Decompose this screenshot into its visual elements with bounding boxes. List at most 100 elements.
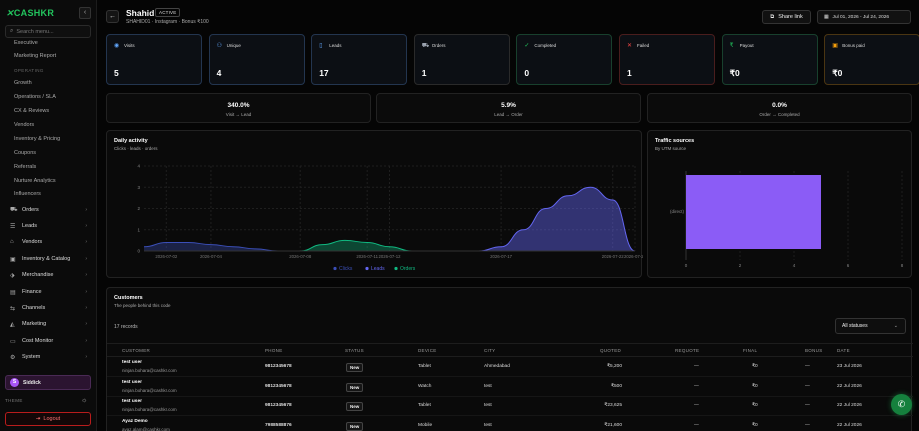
sidebar-item-operating[interactable]: Influencers [14,191,41,197]
x-tick-label: 2026-07-04 [200,254,223,259]
table-row[interactable]: Ayaz Demo ayaz.alam@cashkr.com 7988588876 N… [107,417,913,431]
y-tick-label: 4 [137,164,140,169]
sidebar-group-inventory-catalog[interactable]: ▣ Inventory & Catalog › [0,253,97,265]
stat-card-leads: ▯ Leads 17 [311,34,408,85]
customer-name: test user [122,360,142,365]
date-range-picker[interactable]: ▦ Jul 01, 2026 - Jul 24, 2026 [817,10,911,24]
chevron-right-icon: › [85,305,87,311]
collapse-sidebar-button[interactable]: ‹ [79,7,91,19]
sidebar-group-marketing[interactable]: ◭ Marketing › [0,318,97,330]
col-device[interactable]: DEVICE [418,348,437,353]
legend-item-clicks[interactable]: Clicks [333,266,353,272]
col-bonus[interactable]: BONUS [805,348,823,353]
megaphone-icon: ◭ [10,321,15,328]
back-button[interactable]: ← [106,10,119,23]
customer-device: Watch [418,383,432,389]
chevron-right-icon: › [85,207,87,213]
sidebar-item-operating[interactable]: Inventory & Pricing [14,136,61,142]
stat-label: Completed [534,43,557,48]
sidebar-group-merchandise[interactable]: ⬗ Merchandise › [0,269,97,281]
sidebar-group-leads[interactable]: ☰ Leads › [0,220,97,232]
ratio-card-lead-order: 5.9% Lead → Order [376,93,641,123]
logout-button[interactable]: ⇥ Logout [5,412,91,426]
legend-item-orders[interactable]: Orders [394,266,416,272]
col-status[interactable]: STATUS [345,348,364,353]
sidebar-item-0[interactable]: Executive [14,40,38,46]
sidebar-item-operating[interactable]: Operations / SLA [14,94,56,100]
col-city[interactable]: CITY [484,348,496,353]
customer-email: ninjan.bohara@cashkr.com [122,387,177,393]
sidebar-group-label: Cost Monitor [22,338,54,344]
sidebar-group-vendors[interactable]: ⌂ Vendors › [0,236,97,248]
stat-label: Visits [124,43,135,48]
table-row[interactable]: test user ninjan.bohara@cashkr.com 9812345… [107,397,913,416]
sun-icon[interactable]: ☼ [81,397,88,404]
x-tick-label: 6 [847,263,850,268]
quoted-amount: ₹21,600 [604,422,622,428]
legend-label: Orders [400,266,416,272]
arrow-left-icon: ← [109,13,116,20]
box-icon: ▣ [10,256,16,263]
menu-search-input[interactable] [16,28,87,35]
x-tick-label: 2026-07-17 [490,254,513,259]
x-tick-label: 2026-07-08 [289,254,312,259]
brand-logo[interactable]: ✕CASHKR [6,8,54,19]
whatsapp-chat-button[interactable]: ✆ [891,394,912,415]
users-icon: ⚇ [216,43,222,49]
sidebar-group-label: Leads [22,223,37,229]
sidebar-item-operating[interactable]: CX & Reviews [14,108,50,114]
stat-label: Orders [431,43,446,48]
bar-0[interactable] [686,175,821,249]
x-tick-label: 4 [793,263,796,268]
sidebar: ✕CASHKR ‹ ⌕ S Siddick THEME ☼ ⇥Logout Ex… [0,0,97,431]
sidebar-item-1[interactable]: Marketing Report [14,53,57,59]
status-badge: New [346,382,364,392]
bonus-amount: — [805,403,810,408]
stat-value: ₹0 [832,68,843,78]
col-customer[interactable]: CUSTOMER [122,348,151,353]
user-profile[interactable]: S Siddick [5,375,91,390]
stat-card-orders: ⛟ Orders 1 [413,34,510,85]
sidebar-item-operating[interactable]: Growth [14,80,32,86]
stat-value: 4 [216,68,222,78]
stat-value: 5 [114,68,119,78]
gift-icon: ▣ [832,43,838,49]
page-title: Shahid [126,8,155,18]
sidebar-group-label: Merchandise [22,272,54,278]
sidebar-group-channels[interactable]: ⇆ Channels › [0,302,97,314]
sidebar-item-operating[interactable]: Coupons [14,150,37,156]
sidebar-group-label: Finance [22,289,42,295]
row-date: 22 Jul 2026 [837,403,862,408]
settings-icon: ⚙ [10,354,16,361]
sidebar-item-operating[interactable]: Referrals [14,164,37,170]
x-tick-label: 0 [685,263,688,268]
sidebar-item-operating[interactable]: Nurture Analytics [14,178,56,184]
col-requote[interactable]: REQUOTE [675,348,700,353]
status-filter-select[interactable]: All statuses ⌄ [835,318,906,334]
sidebar-group-finance[interactable]: ▤ Finance › [0,286,97,298]
sidebar-item-operating[interactable]: Vendors [14,122,35,128]
sidebar-group-label: Orders [22,207,39,213]
col-final[interactable]: FINAL [743,348,758,353]
col-phone[interactable]: PHONE [265,348,283,353]
share-link-button[interactable]: ⧉ Share link [762,10,811,24]
copy-icon: ⧉ [770,13,775,20]
chevron-down-icon: ⌄ [893,323,898,329]
main-content: ← Shahid ACTIVE SHAHID01 · Instagram · B… [98,0,919,431]
status-badge: New [346,421,364,431]
sidebar-group-cost-monitor[interactable]: ▭ Cost Monitor › [0,335,97,347]
chevron-right-icon: › [85,289,87,295]
status-badge: New [346,363,364,372]
legend-item-leads[interactable]: Leads [365,266,385,272]
col-quoted[interactable]: QUOTED [600,348,622,353]
table-row[interactable]: test user ninjan.bohara@cashkr.com 9812345… [107,378,913,397]
sidebar-group-system[interactable]: ⚙ System › [0,351,97,363]
stat-card-bonus-paid: ▣ Bonus paid ₹0 [824,34,919,85]
customers-panel: Customers The people behind this code 17… [106,287,913,431]
table-row[interactable]: test user ninjan.bohara@cashkr.com 9812345… [107,358,913,377]
ratio-label: Visit → Lead [225,112,252,117]
menu-search[interactable]: ⌕ [5,25,91,38]
tag-icon: ⬗ [10,272,15,279]
sidebar-group-orders[interactable]: ⛟ Orders › [0,204,97,216]
col-date[interactable]: DATE [837,348,850,353]
